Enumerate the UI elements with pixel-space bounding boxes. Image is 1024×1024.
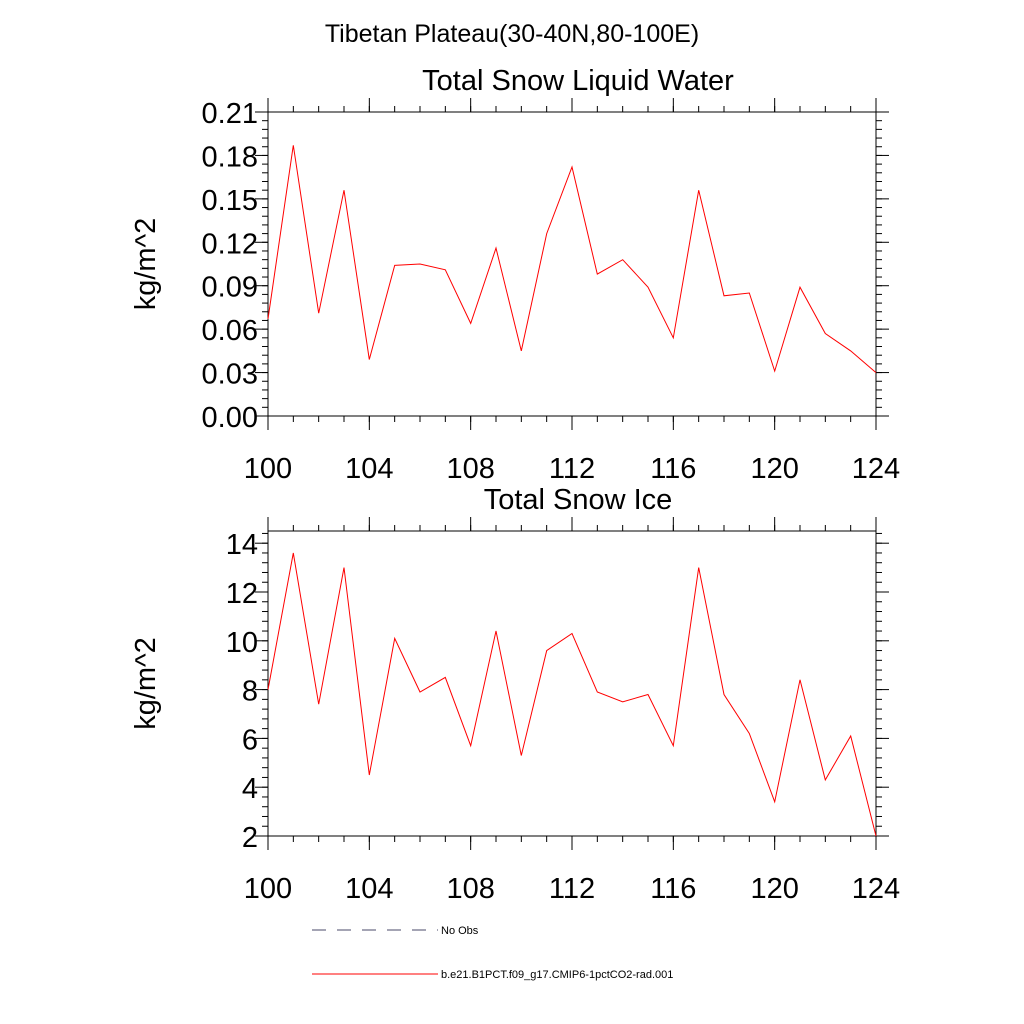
- data-point: [369, 774, 370, 775]
- plot-frame: [267, 111, 877, 417]
- data-point: [470, 323, 471, 324]
- data-point: [546, 233, 547, 234]
- y-tick-label: 4: [242, 773, 258, 805]
- data-point: [445, 269, 446, 270]
- data-point: [293, 145, 294, 146]
- y-tick-label: 0.06: [202, 315, 258, 347]
- x-tick-label: 108: [446, 873, 494, 905]
- y-tick-label: 8: [242, 676, 258, 708]
- y-tick-label: 2: [242, 822, 258, 854]
- y-tick-label: 0.09: [202, 272, 258, 304]
- legend: No Obs b.e21.B1PCT.f09_g17.CMIP6-1pctCO2…: [312, 925, 673, 981]
- x-tick-label: 116: [650, 453, 696, 485]
- data-point: [343, 567, 344, 568]
- data-point: [698, 567, 699, 568]
- y-tick-label: 0.21: [202, 98, 258, 130]
- y-tick-label: 14: [226, 529, 258, 561]
- data-point: [318, 313, 319, 314]
- x-tick-label: 104: [345, 873, 393, 905]
- y-axis-label: kg/m^2: [130, 218, 162, 311]
- x-tick-label: 100: [244, 873, 292, 905]
- x-tick-label: 104: [345, 453, 393, 485]
- data-point: [825, 333, 826, 334]
- data-point: [774, 801, 775, 802]
- series-line: [267, 552, 877, 837]
- legend-label-no-obs: No Obs: [441, 925, 479, 937]
- data-point: [343, 190, 344, 191]
- data-point: [622, 259, 623, 260]
- data-point: [419, 691, 420, 692]
- data-point: [825, 779, 826, 780]
- data-point: [495, 630, 496, 631]
- x-tick-label: 124: [852, 453, 900, 485]
- y-axis-label: kg/m^2: [130, 637, 162, 730]
- data-point: [723, 694, 724, 695]
- data-point: [597, 691, 598, 692]
- data-point: [850, 350, 851, 351]
- data-point: [673, 337, 674, 338]
- data-point: [571, 633, 572, 634]
- data-point: [394, 265, 395, 266]
- x-tick-label: 120: [750, 873, 798, 905]
- data-point: [546, 650, 547, 651]
- y-tick-label: 0.00: [202, 402, 258, 434]
- x-tick-label: 112: [549, 453, 595, 485]
- data-point: [673, 745, 674, 746]
- data-point: [875, 372, 876, 373]
- data-point: [495, 248, 496, 249]
- x-tick-label: 116: [650, 873, 696, 905]
- data-point: [267, 318, 268, 319]
- plot-frame: [267, 530, 877, 837]
- x-tick-label: 112: [549, 873, 595, 905]
- y-tick-label: 12: [226, 578, 258, 610]
- x-tick-label: 124: [852, 873, 900, 905]
- data-point: [799, 679, 800, 680]
- data-point: [293, 552, 294, 553]
- x-tick-label: 100: [244, 453, 292, 485]
- series-line: [267, 145, 877, 373]
- x-tick-label: 120: [750, 453, 798, 485]
- panel-title: Total Snow Liquid Water: [422, 65, 734, 97]
- y-tick-label: 0.03: [202, 359, 258, 391]
- data-point: [723, 295, 724, 296]
- y-tick-label: 0.15: [202, 185, 258, 217]
- data-point: [470, 745, 471, 746]
- data-point: [698, 190, 699, 191]
- y-tick-label: 10: [226, 627, 258, 659]
- data-point: [799, 287, 800, 288]
- data-point: [571, 166, 572, 167]
- chart-panel-1: Total Snow Liquid Water kg/m^2 100 104 108 11…: [130, 65, 900, 485]
- data-point: [521, 755, 522, 756]
- data-point: [774, 371, 775, 372]
- data-point: [647, 287, 648, 288]
- data-point: [445, 677, 446, 678]
- data-point: [749, 292, 750, 293]
- panel-title: Total Snow Ice: [484, 484, 673, 516]
- data-point: [597, 274, 598, 275]
- data-point: [267, 689, 268, 690]
- data-point: [419, 263, 420, 264]
- y-tick-label: 0.18: [202, 141, 258, 173]
- data-point: [850, 735, 851, 736]
- data-point: [318, 704, 319, 705]
- data-point: [875, 835, 876, 836]
- data-point: [647, 694, 648, 695]
- data-point: [369, 359, 370, 360]
- y-tick-label: 0.12: [202, 228, 258, 260]
- data-point: [749, 733, 750, 734]
- x-tick-label: 108: [446, 453, 494, 485]
- data-point: [394, 638, 395, 639]
- figure-title: Tibetan Plateau(30-40N,80-100E): [325, 20, 699, 48]
- legend-label-model: b.e21.B1PCT.f09_g17.CMIP6-1pctCO2-rad.00…: [441, 969, 673, 981]
- data-point: [521, 350, 522, 351]
- y-tick-label: 6: [242, 724, 258, 756]
- data-point: [622, 701, 623, 702]
